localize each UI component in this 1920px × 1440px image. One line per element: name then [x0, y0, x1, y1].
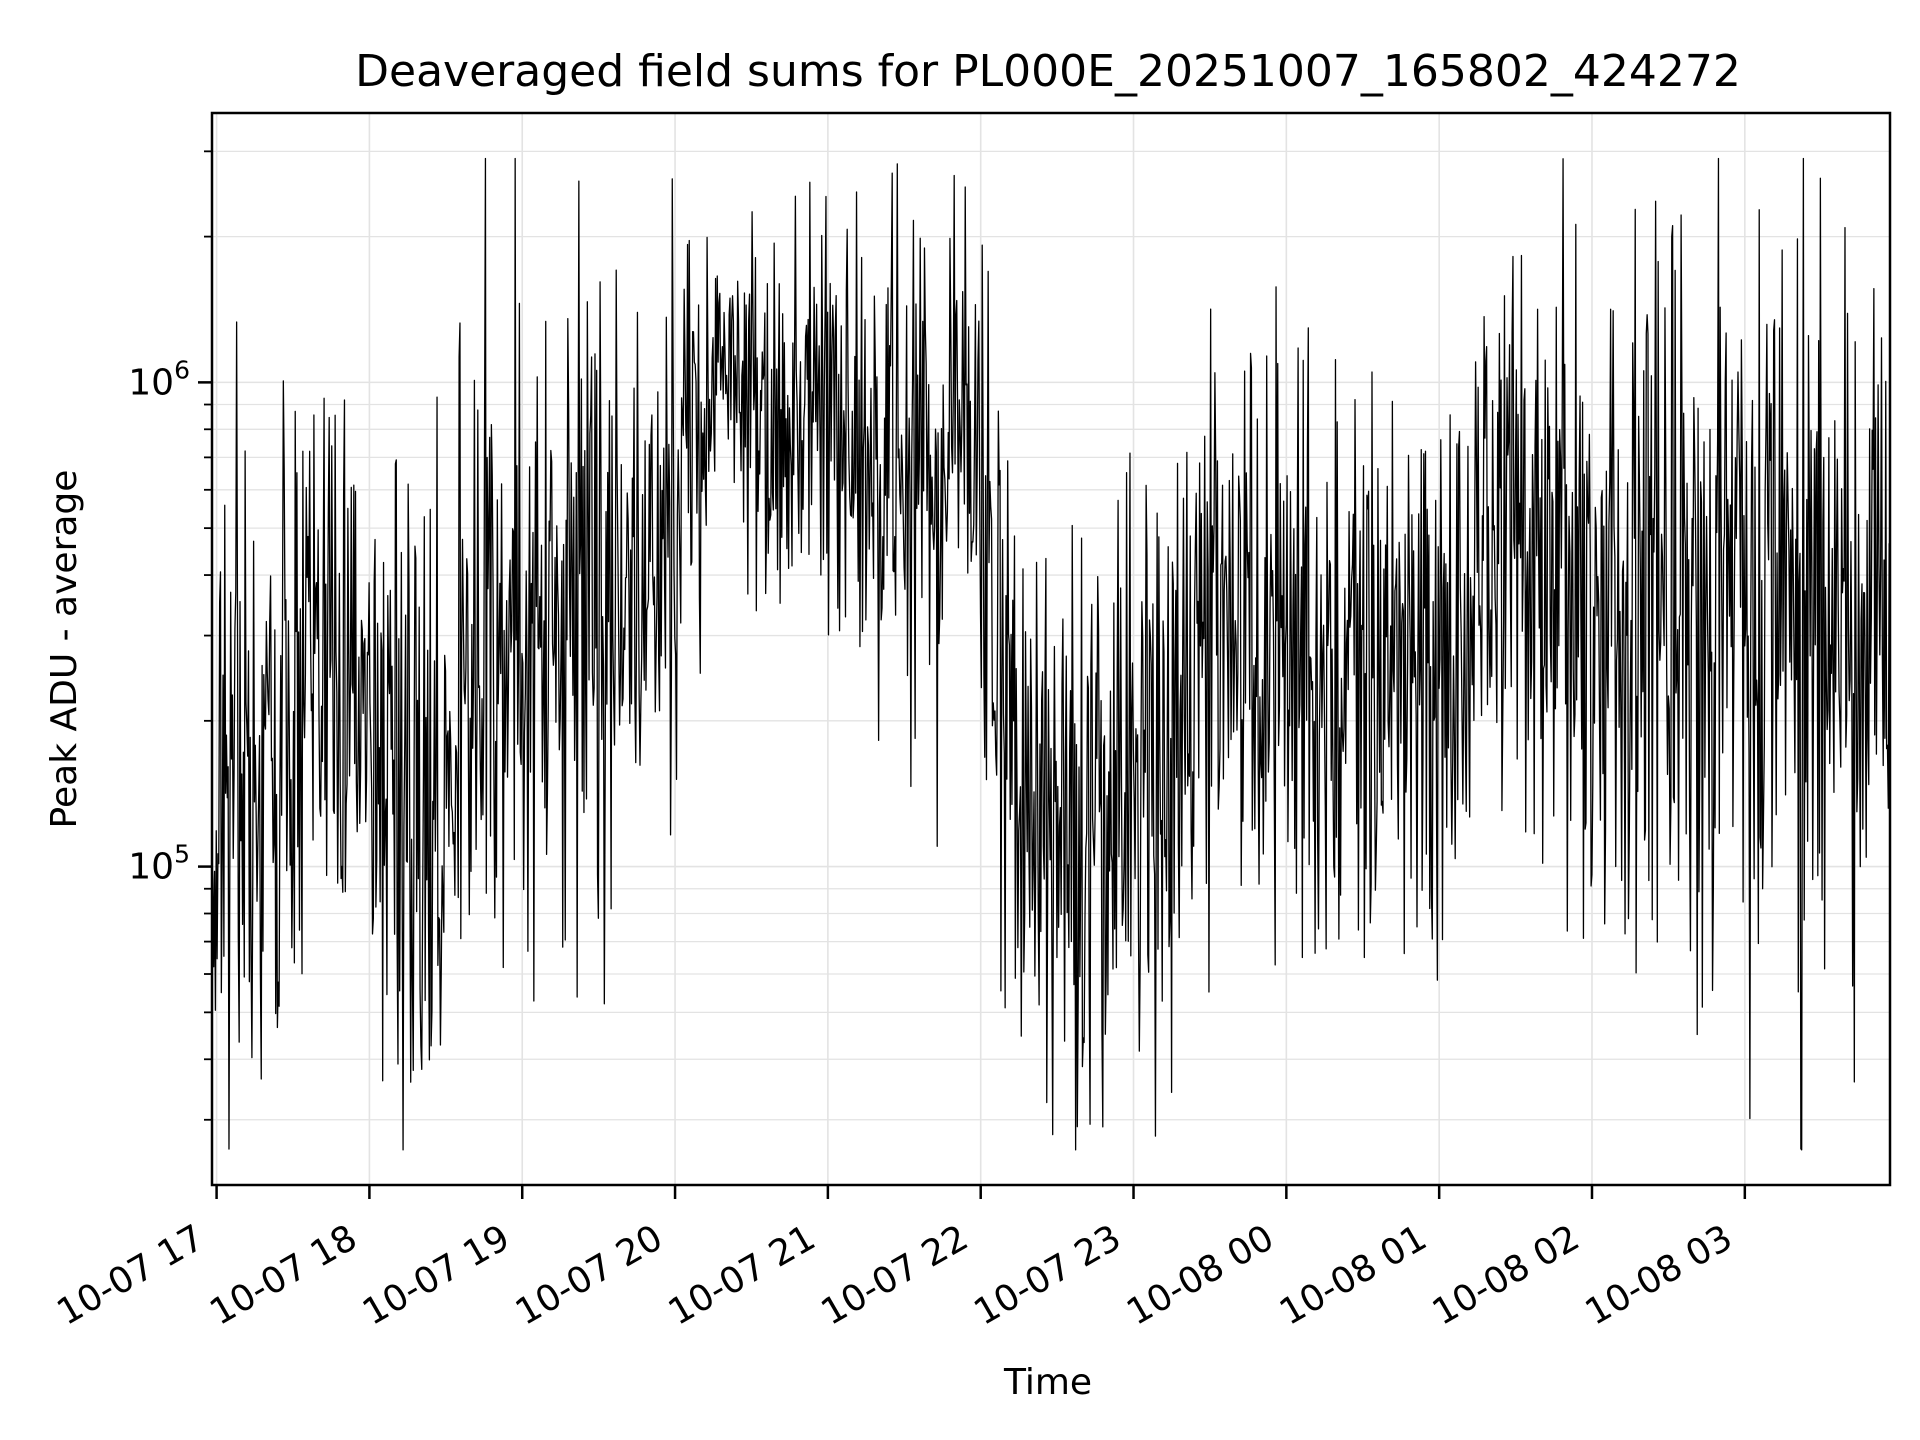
series-polyline — [211, 157, 1891, 1151]
y-tick-label-base: 10 — [128, 362, 174, 403]
y-tick-label: 105 — [128, 840, 190, 888]
y-tick-label: 106 — [128, 355, 190, 403]
grid — [212, 113, 1890, 1185]
y-axis-label: Peak ADU - average — [44, 470, 85, 829]
x-axis-label: Time — [1003, 1362, 1092, 1403]
plot-frame — [210, 111, 1892, 1187]
y-tick-label-exponent: 5 — [174, 840, 190, 869]
y-tick-label-exponent: 6 — [174, 355, 190, 384]
chart-title: Deaveraged field sums for PL000E_2025100… — [355, 46, 1741, 97]
series-line — [211, 157, 1891, 1151]
y-tick-label-base: 10 — [128, 847, 174, 888]
